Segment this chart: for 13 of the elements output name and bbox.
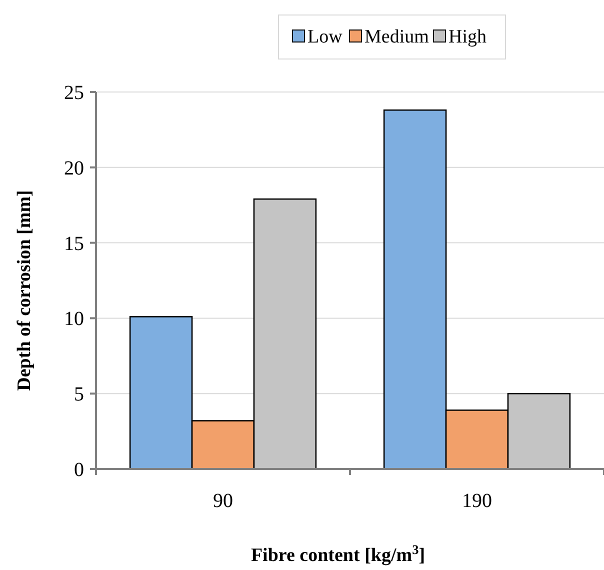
x-tick-label: 190 (462, 490, 492, 512)
y-tick-label: 25 (64, 82, 84, 104)
y-axis-title: Depth of corrosion [mm] (14, 190, 35, 391)
legend-label: Low (308, 26, 343, 48)
y-tick-label: 10 (64, 308, 84, 330)
y-tick-label: 0 (74, 459, 84, 481)
legend-label: High (448, 26, 487, 48)
y-tick-label: 15 (64, 232, 84, 255)
legend-label: Medium (364, 26, 430, 48)
y-tick-label: 5 (74, 384, 84, 406)
x-axis-title: Fibre content [kg/m$^{3}$] (250, 542, 426, 566)
x-tick-label: 90 (213, 490, 233, 512)
y-tick-label: 20 (64, 157, 84, 180)
